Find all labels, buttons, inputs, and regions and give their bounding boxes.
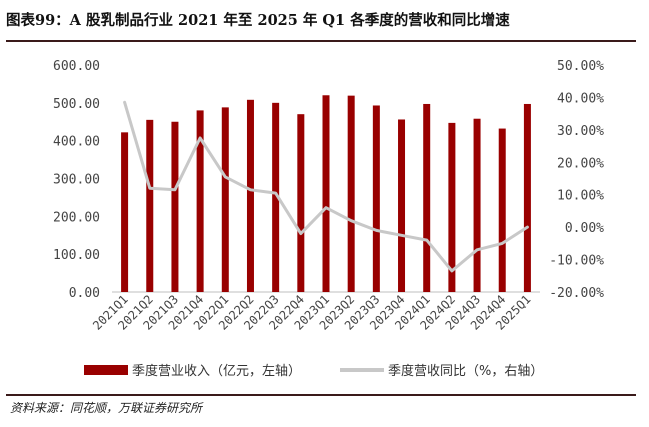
- left-axis: 0.00 100.00 200.00 300.00 400.00 500.00 600.00: [53, 59, 100, 301]
- revenue-bar: [272, 102, 280, 292]
- left-tick-label: 600.00: [53, 59, 100, 74]
- revenue-bar: [423, 103, 431, 293]
- right-tick-label: -10.00%: [549, 254, 604, 269]
- revenue-bar: [246, 99, 254, 292]
- revenue-bar: [372, 105, 380, 293]
- right-tick-label: 10.00%: [557, 189, 604, 204]
- yoy-line: [123, 100, 529, 273]
- revenue-bar: [398, 119, 406, 292]
- right-tick-label: 40.00%: [557, 91, 604, 106]
- revenue-bar: [297, 114, 305, 292]
- left-tick-label: 0.00: [69, 286, 100, 301]
- left-tick-label: 500.00: [53, 97, 100, 112]
- legend: 季度营业收入（亿元，左轴） 季度营收同比（%，右轴）: [84, 363, 543, 379]
- right-tick-label: 50.00%: [557, 59, 604, 74]
- revenue-bar: [196, 110, 204, 293]
- legend-bar-swatch: [84, 365, 128, 375]
- left-tick-label: 300.00: [53, 173, 100, 188]
- right-tick-label: 0.00%: [565, 221, 604, 236]
- revenue-bar: [146, 119, 154, 292]
- right-tick-label: -20.00%: [549, 286, 604, 301]
- revenue-bar: [473, 118, 481, 293]
- revenue-bar: [347, 95, 355, 293]
- left-tick-label: 200.00: [53, 210, 100, 225]
- right-axis: -20.00% -10.00% 0.00% 10.00% 20.00% 30.00% 40.…: [549, 59, 604, 301]
- chart-title: 图表99：A 股乳制品行业 2021 年至 2025 年 Q1 各季度的营收和同…: [6, 12, 510, 29]
- revenue-bar: [448, 122, 456, 292]
- revenue-bar: [523, 103, 531, 293]
- revenue-bar: [498, 128, 506, 292]
- yoy-line-series: [123, 100, 529, 273]
- footer-divider: [6, 394, 636, 396]
- revenue-bars: [121, 95, 531, 293]
- revenue-bar: [322, 95, 330, 293]
- x-axis: 2021Q12021Q22021Q32021Q42022Q12022Q22022…: [90, 292, 533, 333]
- left-tick-label: 400.00: [53, 135, 100, 150]
- revenue-bar: [121, 132, 129, 292]
- legend-bar-label: 季度营业收入（亿元，左轴）: [132, 363, 301, 379]
- revenue-bar: [221, 107, 229, 292]
- title-divider: [6, 40, 636, 42]
- right-tick-label: 30.00%: [557, 124, 604, 139]
- revenue-bar: [171, 121, 179, 292]
- left-tick-label: 100.00: [53, 248, 100, 263]
- source-note: 资料来源：同花顺，万联证券研究所: [10, 401, 203, 415]
- right-tick-label: 20.00%: [557, 156, 604, 171]
- legend-line-label: 季度营收同比（%，右轴）: [388, 363, 543, 379]
